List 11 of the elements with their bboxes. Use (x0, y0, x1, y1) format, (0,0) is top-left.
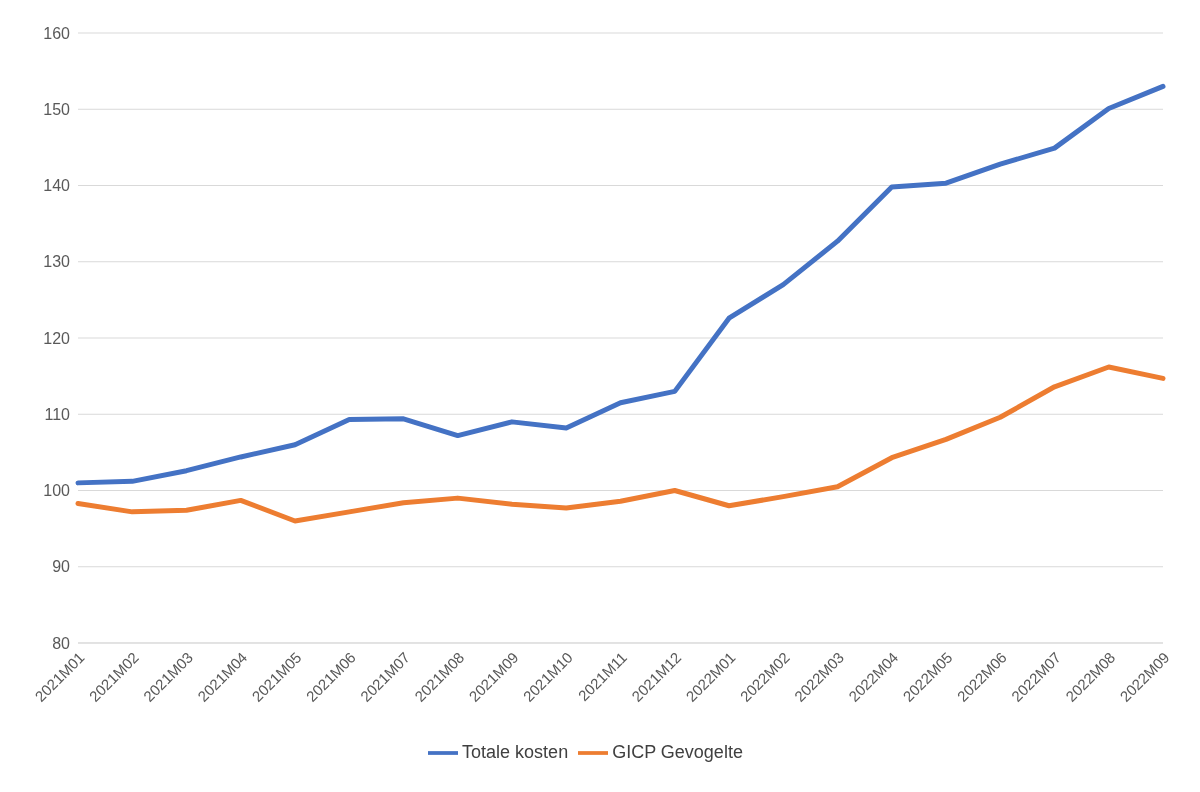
y-tick-label: 80 (52, 634, 71, 652)
legend-label: Totale kosten (462, 741, 569, 762)
y-tick-label: 120 (43, 329, 71, 347)
y-tick-label: 150 (43, 100, 71, 118)
y-tick-label: 100 (43, 482, 71, 500)
y-tick-label: 90 (52, 558, 71, 576)
y-tick-label: 130 (43, 253, 71, 271)
y-tick-label: 110 (44, 405, 71, 423)
y-tick-label: 160 (43, 24, 71, 42)
legend-label: GICP Gevogelte (612, 741, 743, 762)
y-tick-label: 140 (43, 177, 71, 195)
